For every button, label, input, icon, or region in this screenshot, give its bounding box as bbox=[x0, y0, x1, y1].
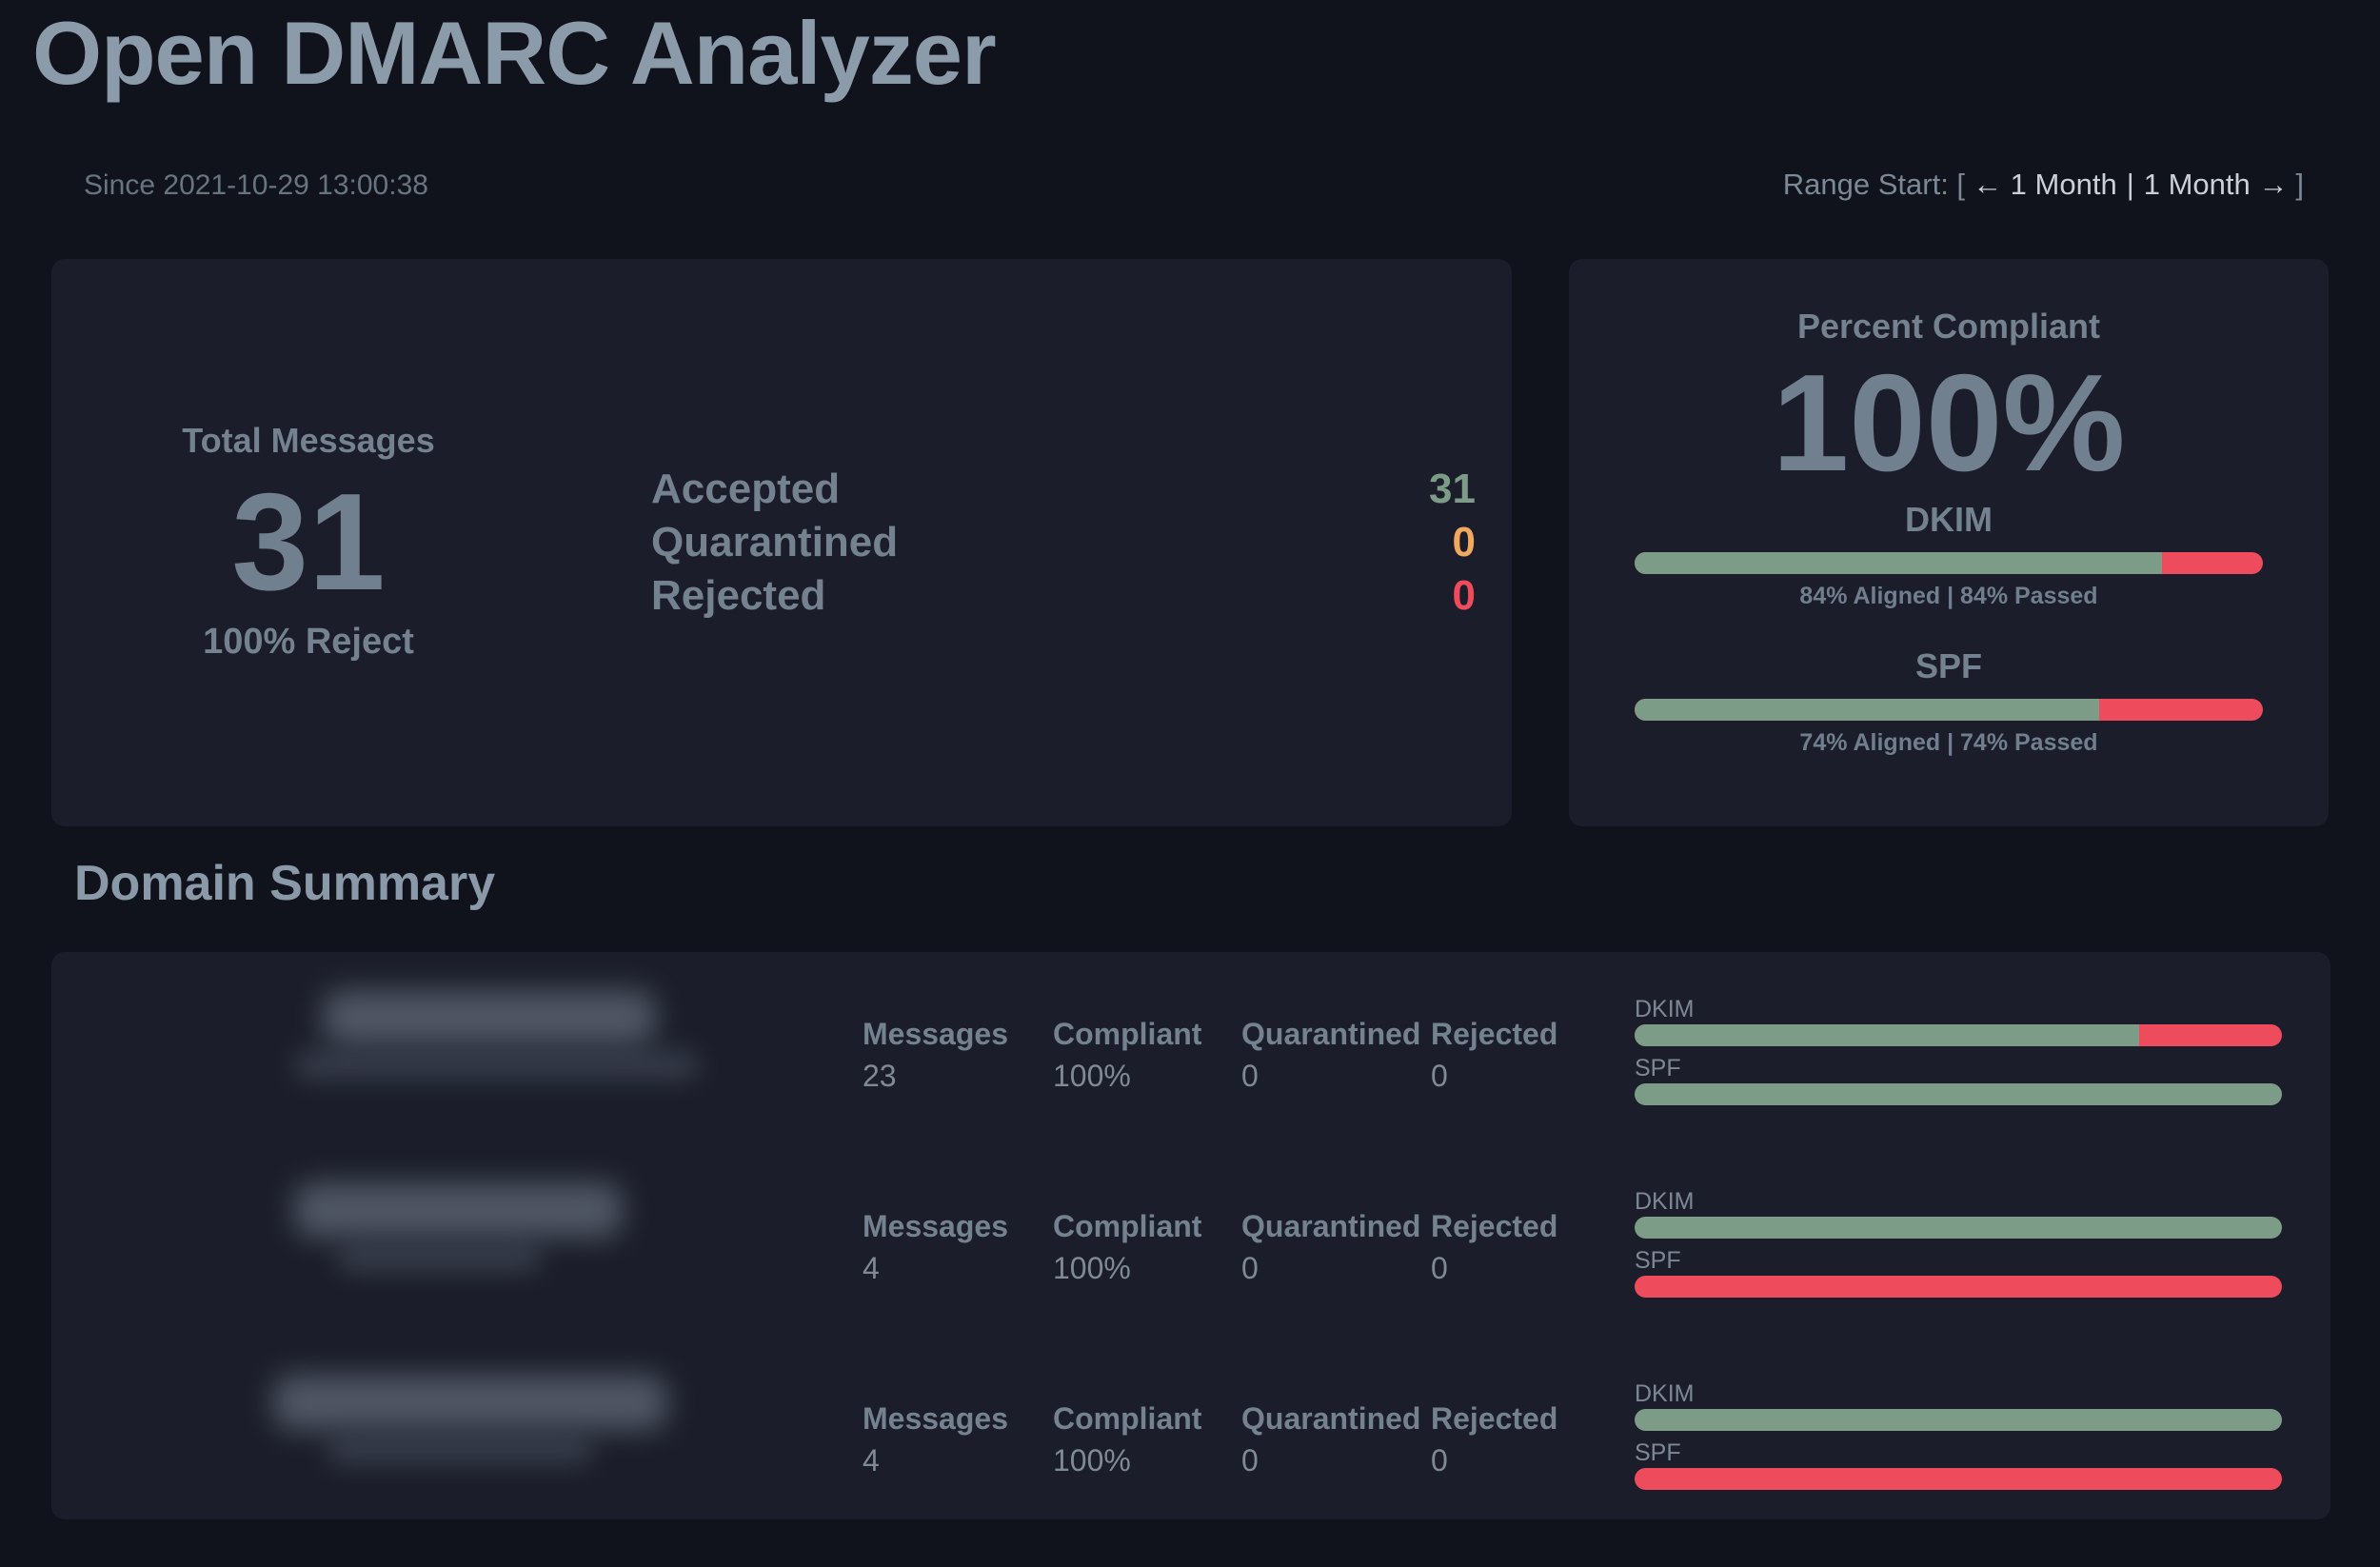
spf-row-label: SPF bbox=[1635, 1439, 1681, 1466]
compliance-card: Percent Compliant 100% DKIM 84% Aligned … bbox=[1569, 259, 2329, 826]
dkim-row-fill bbox=[1635, 1024, 2140, 1046]
stat-compliant: Compliant 100% bbox=[1053, 1017, 1201, 1094]
dkim-row-label: DKIM bbox=[1635, 1188, 1695, 1215]
stat-rejected: Rejected 0 bbox=[1431, 1017, 1557, 1094]
disposition-row-rejected: Rejected 0 bbox=[651, 569, 1476, 623]
total-messages-block: Total Messages 31 100% Reject bbox=[51, 421, 565, 663]
domain-row: Messages 4 Compliant 100% Quarantined 0 … bbox=[51, 1375, 2330, 1567]
dkim-meter-fill bbox=[1635, 552, 2163, 574]
dkim-row-bar bbox=[1635, 1024, 2282, 1046]
domain-name-redacted[interactable] bbox=[323, 990, 656, 1045]
rejected-value: 0 bbox=[1431, 1059, 1448, 1093]
quarantined-value: 0 bbox=[1452, 519, 1476, 565]
spf-meter-label: SPF bbox=[1914, 646, 1982, 685]
spf-row-bar bbox=[1635, 1083, 2282, 1105]
accepted-value: 31 bbox=[1429, 466, 1476, 512]
stat-messages: Messages 4 bbox=[863, 1209, 1008, 1286]
percent-compliant-label: Percent Compliant bbox=[1796, 307, 2101, 346]
accepted-label: Accepted bbox=[651, 466, 841, 512]
dkim-row-bar bbox=[1635, 1217, 2282, 1239]
policy-label: 100% Reject bbox=[203, 621, 414, 662]
stat-rejected: Rejected 0 bbox=[1431, 1209, 1557, 1286]
rejected-header: Rejected bbox=[1431, 1401, 1558, 1436]
domain-subtext-redacted bbox=[337, 1243, 542, 1272]
disposition-row-accepted: Accepted 31 bbox=[651, 463, 1476, 516]
messages-header: Messages bbox=[863, 1401, 1008, 1436]
spf-row-bar bbox=[1635, 1276, 2282, 1298]
stat-quarantined: Quarantined 0 bbox=[1241, 1401, 1420, 1478]
compliant-value: 100% bbox=[1053, 1059, 1131, 1093]
spf-row-fill bbox=[1635, 1083, 2282, 1105]
quarantined-header: Quarantined bbox=[1241, 1401, 1421, 1436]
disposition-row-quarantined: Quarantined 0 bbox=[651, 516, 1476, 569]
rejected-header: Rejected bbox=[1431, 1017, 1558, 1051]
spf-row-bar bbox=[1635, 1468, 2282, 1490]
domain-name-redacted[interactable] bbox=[273, 1375, 667, 1430]
dkim-row-fill bbox=[1635, 1217, 2282, 1239]
dkim-meter-caption: 84% Aligned | 84% Passed bbox=[1799, 583, 2098, 609]
rejected-value: 0 bbox=[1452, 572, 1476, 619]
stat-compliant: Compliant 100% bbox=[1053, 1209, 1201, 1286]
messages-value: 23 bbox=[863, 1059, 897, 1093]
spf-meter-fill bbox=[1635, 699, 2100, 721]
dkim-row-label: DKIM bbox=[1635, 996, 1695, 1022]
dkim-row-bar bbox=[1635, 1409, 2282, 1431]
quarantined-value: 0 bbox=[1241, 1443, 1259, 1478]
quarantined-header: Quarantined bbox=[1241, 1017, 1421, 1051]
spf-meter-caption: 74% Aligned | 74% Passed bbox=[1799, 729, 2098, 756]
rejected-value: 0 bbox=[1431, 1443, 1448, 1478]
compliant-value: 100% bbox=[1053, 1443, 1131, 1478]
domain-summary-title: Domain Summary bbox=[74, 856, 496, 911]
range-prev-link[interactable]: ← 1 Month bbox=[1973, 168, 2117, 201]
dkim-row-label: DKIM bbox=[1635, 1380, 1695, 1407]
compliant-header: Compliant bbox=[1053, 1401, 1202, 1436]
spf-meter-bar bbox=[1635, 699, 2263, 721]
stat-messages: Messages 4 bbox=[863, 1401, 1008, 1478]
domain-subtext-redacted bbox=[294, 1051, 699, 1080]
since-date: Since 2021-10-29 13:00:38 bbox=[84, 169, 428, 201]
dkim-meter-label: DKIM bbox=[1905, 500, 1993, 539]
spf-row-label: SPF bbox=[1635, 1055, 1681, 1081]
page-title: Open DMARC Analyzer bbox=[32, 3, 997, 103]
range-controls: Range Start: [← 1 Month | 1 Month →] bbox=[1783, 168, 2304, 202]
domain-row: Messages 4 Compliant 100% Quarantined 0 … bbox=[51, 1182, 2330, 1375]
domain-name-redacted[interactable] bbox=[294, 1182, 623, 1238]
percent-compliant-value: 100% bbox=[1772, 346, 2126, 500]
quarantined-value: 0 bbox=[1241, 1251, 1259, 1285]
dkim-meter-bar bbox=[1635, 552, 2263, 574]
stat-compliant: Compliant 100% bbox=[1053, 1401, 1201, 1478]
range-separator: | bbox=[2126, 168, 2134, 201]
messages-value: 4 bbox=[863, 1251, 880, 1285]
quarantined-value: 0 bbox=[1241, 1059, 1259, 1093]
stat-quarantined: Quarantined 0 bbox=[1241, 1209, 1420, 1286]
messages-value: 4 bbox=[863, 1443, 880, 1478]
range-suffix: ] bbox=[2295, 168, 2304, 201]
spf-row-label: SPF bbox=[1635, 1247, 1681, 1274]
compliant-header: Compliant bbox=[1053, 1017, 1202, 1051]
quarantined-header: Quarantined bbox=[1241, 1209, 1421, 1243]
quarantined-label: Quarantined bbox=[651, 519, 899, 565]
total-messages-count: 31 bbox=[231, 465, 386, 619]
stat-quarantined: Quarantined 0 bbox=[1241, 1017, 1420, 1094]
domain-summary-card: Messages 23 Compliant 100% Quarantined 0… bbox=[51, 952, 2330, 1519]
disposition-list: Accepted 31 Quarantined 0 Rejected 0 bbox=[651, 463, 1476, 623]
messages-header: Messages bbox=[863, 1017, 1008, 1051]
range-prefix: Range Start: [ bbox=[1782, 168, 1966, 201]
rejected-label: Rejected bbox=[651, 572, 826, 619]
stat-messages: Messages 23 bbox=[863, 1017, 1008, 1094]
rejected-header: Rejected bbox=[1431, 1209, 1558, 1243]
stat-rejected: Rejected 0 bbox=[1431, 1401, 1557, 1478]
total-messages-label: Total Messages bbox=[182, 421, 435, 460]
compliant-header: Compliant bbox=[1053, 1209, 1202, 1243]
range-next-link[interactable]: 1 Month → bbox=[2143, 168, 2289, 201]
rejected-value: 0 bbox=[1431, 1251, 1448, 1285]
dkim-row-fill bbox=[1635, 1409, 2282, 1431]
messages-header: Messages bbox=[863, 1209, 1008, 1243]
domain-row: Messages 23 Compliant 100% Quarantined 0… bbox=[51, 990, 2330, 1182]
compliant-value: 100% bbox=[1053, 1251, 1131, 1285]
domain-subtext-redacted bbox=[327, 1436, 593, 1464]
totals-card: Total Messages 31 100% Reject Accepted 3… bbox=[51, 259, 1512, 826]
